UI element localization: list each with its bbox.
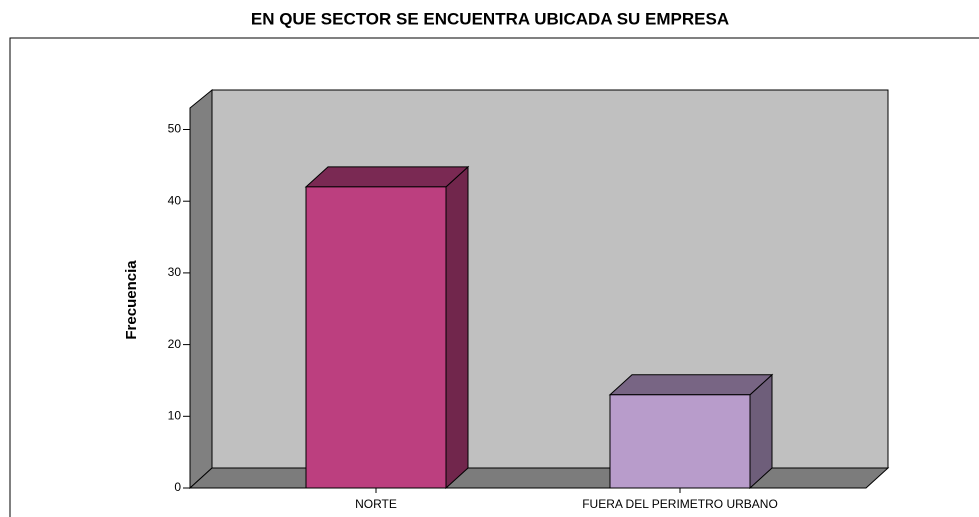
side-wall xyxy=(189,88,213,490)
floor xyxy=(188,467,890,489)
x-tick-label: FUERA DEL PERIMETRO URBANO xyxy=(582,497,778,511)
y-tick-label: 30 xyxy=(168,265,182,279)
bar-top xyxy=(304,166,470,188)
bar-top xyxy=(608,374,774,396)
x-tick-label: NORTE xyxy=(355,497,397,511)
bar xyxy=(305,186,447,489)
y-tick-label: 10 xyxy=(168,408,182,422)
chart-title: EN QUE SECTOR SE ENCUENTRA UBICADA SU EM… xyxy=(251,9,729,28)
y-tick-label: 20 xyxy=(168,337,182,351)
bar xyxy=(609,394,751,489)
y-tick-label: 50 xyxy=(168,122,182,136)
y-axis-label: Frecuencia xyxy=(123,260,140,340)
y-tick-label: 40 xyxy=(168,193,182,207)
y-tick-label: 0 xyxy=(174,480,181,494)
bar-side xyxy=(445,165,469,490)
